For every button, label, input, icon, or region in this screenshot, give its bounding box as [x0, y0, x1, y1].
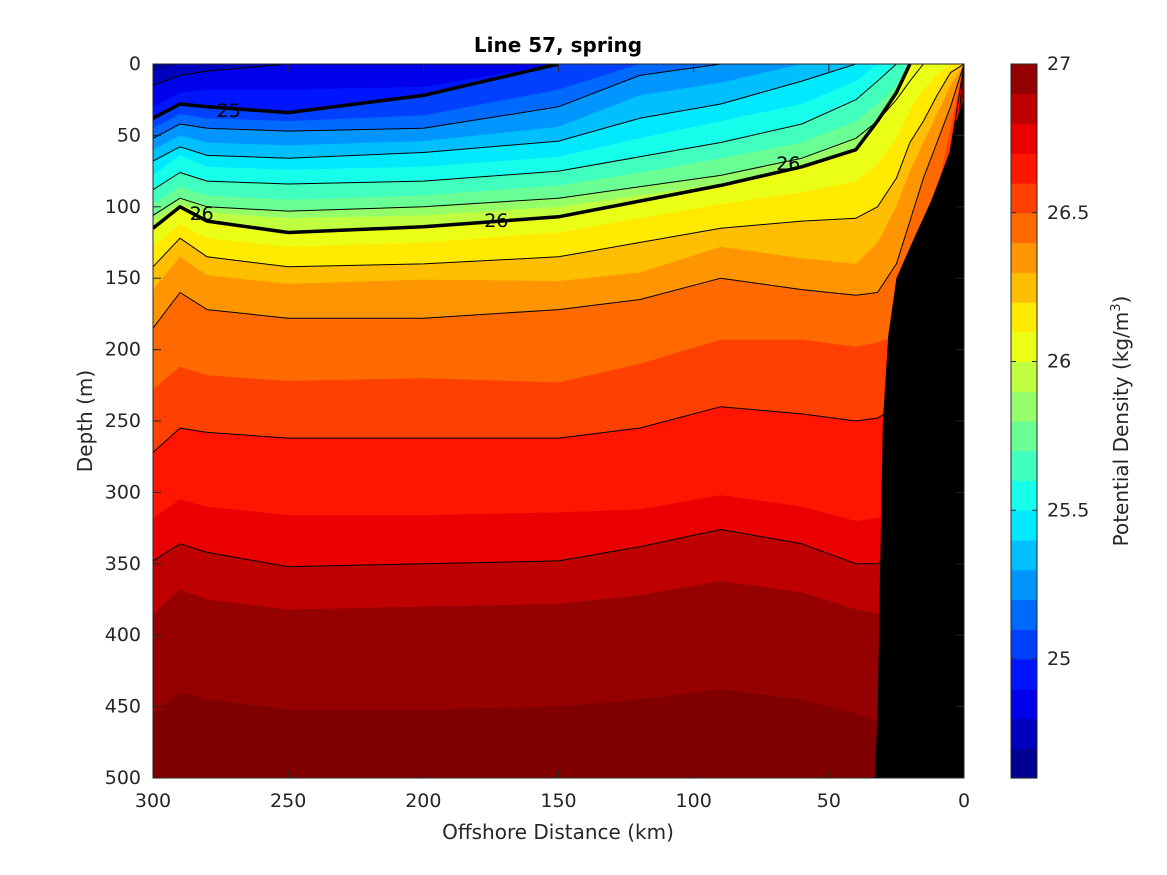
colorbar-frame [1010, 63, 1038, 779]
colorbar-swatch [1011, 540, 1037, 571]
y-tick-label: 0 [129, 53, 141, 75]
x-tick-label: 250 [270, 790, 306, 812]
isopycnal-line [153, 64, 897, 191]
colorbar-swatch [1011, 480, 1037, 511]
colorbar-swatch [1011, 212, 1037, 244]
y-tick-label: 350 [105, 553, 141, 575]
colorbar-swatch [1011, 123, 1037, 154]
colorbar-swatch [1011, 361, 1037, 392]
y-tick-label: 250 [105, 410, 141, 432]
bold-isopycnal-line [153, 64, 559, 120]
colorbar-label: Potential Density (kg/m3) [1109, 296, 1133, 547]
contour-label: 26 [484, 210, 508, 232]
x-tick-label: 0 [958, 790, 970, 812]
colorbar-swatch [1011, 391, 1037, 422]
y-tick-label: 500 [105, 767, 141, 789]
y-tick-label: 450 [105, 696, 141, 718]
colorbar-label-superscript: 3 [1109, 303, 1124, 311]
colorbar-swatch [1011, 599, 1037, 630]
density-band [153, 64, 964, 778]
contour-label: 26 [776, 153, 800, 175]
isopycnal-line [153, 64, 924, 216]
colorbar-tick-label: 25 [1047, 648, 1071, 670]
contour-line-layer [153, 64, 964, 568]
y-tick-label: 50 [117, 124, 141, 146]
colorbar-swatch [1011, 450, 1037, 482]
colorbar-swatch [1011, 183, 1037, 214]
density-band [153, 64, 964, 778]
colorbar-swatch [1011, 242, 1037, 273]
colorbar-swatch [1011, 302, 1037, 333]
y-tick-label: 300 [105, 481, 141, 503]
y-axis-ticks: 0 50 100 150 200 250 300 350 400 450 500 [105, 53, 964, 789]
colorbar-tick-label: 26.5 [1047, 202, 1089, 224]
contour-label: 26 [190, 203, 214, 225]
seafloor-bathymetry [874, 99, 964, 778]
isopycnal-line [153, 64, 721, 139]
isopycnal-line [153, 64, 964, 268]
x-tick-label: 50 [817, 790, 841, 812]
contour-label: 25 [217, 100, 241, 122]
contour-label-layer: 25 26 26 26 [190, 100, 801, 232]
y-tick-label: 150 [105, 267, 141, 289]
colorbar [1011, 64, 1037, 779]
colorbar-swatch [1011, 718, 1037, 749]
x-axis-ticks: 300 250 200 150 100 50 0 [135, 64, 970, 812]
colorbar-tick-label: 26 [1047, 351, 1071, 373]
x-tick-label: 300 [135, 790, 171, 812]
x-tick-label: 150 [540, 790, 576, 812]
colorbar-swatch [1011, 569, 1037, 601]
density-fill-layer [153, 64, 964, 778]
colorbar-swatch [1011, 153, 1037, 184]
isopycnal-line [153, 64, 424, 86]
isopycnal-line [153, 64, 857, 162]
y-axis-label: Depth (m) [73, 370, 97, 472]
chart-title: Line 57, spring [474, 33, 642, 57]
colorbar-ticks: 25 25.5 26 26.5 27 [1011, 53, 1089, 670]
y-tick-label: 200 [105, 339, 141, 361]
colorbar-swatch [1011, 421, 1037, 452]
colorbar-swatch [1011, 331, 1037, 363]
colorbar-label-main: Potential Density (kg/m [1109, 312, 1133, 547]
isopycnal-line [153, 64, 964, 329]
x-tick-label: 100 [676, 790, 712, 812]
colorbar-label-end: ) [1109, 296, 1133, 304]
colorbar-swatch [1011, 64, 1037, 95]
colorbar-tick-label: 25.5 [1047, 499, 1089, 521]
colorbar-swatch [1011, 510, 1037, 541]
bathymetry-layer [874, 99, 964, 778]
x-axis-label: Offshore Distance (km) [442, 820, 674, 844]
y-tick-label: 400 [105, 624, 141, 646]
colorbar-swatch [1011, 688, 1037, 720]
colorbar-swatch [1011, 93, 1037, 125]
y-tick-label: 100 [105, 196, 141, 218]
colorbar-swatch [1011, 629, 1037, 660]
colorbar-swatch [1011, 748, 1037, 779]
colorbar-tick-label: 27 [1047, 53, 1071, 75]
colorbar-swatch [1011, 659, 1037, 690]
x-tick-label: 200 [405, 790, 441, 812]
bold-isopycnal-line [153, 64, 912, 235]
colorbar-swatch [1011, 272, 1037, 303]
